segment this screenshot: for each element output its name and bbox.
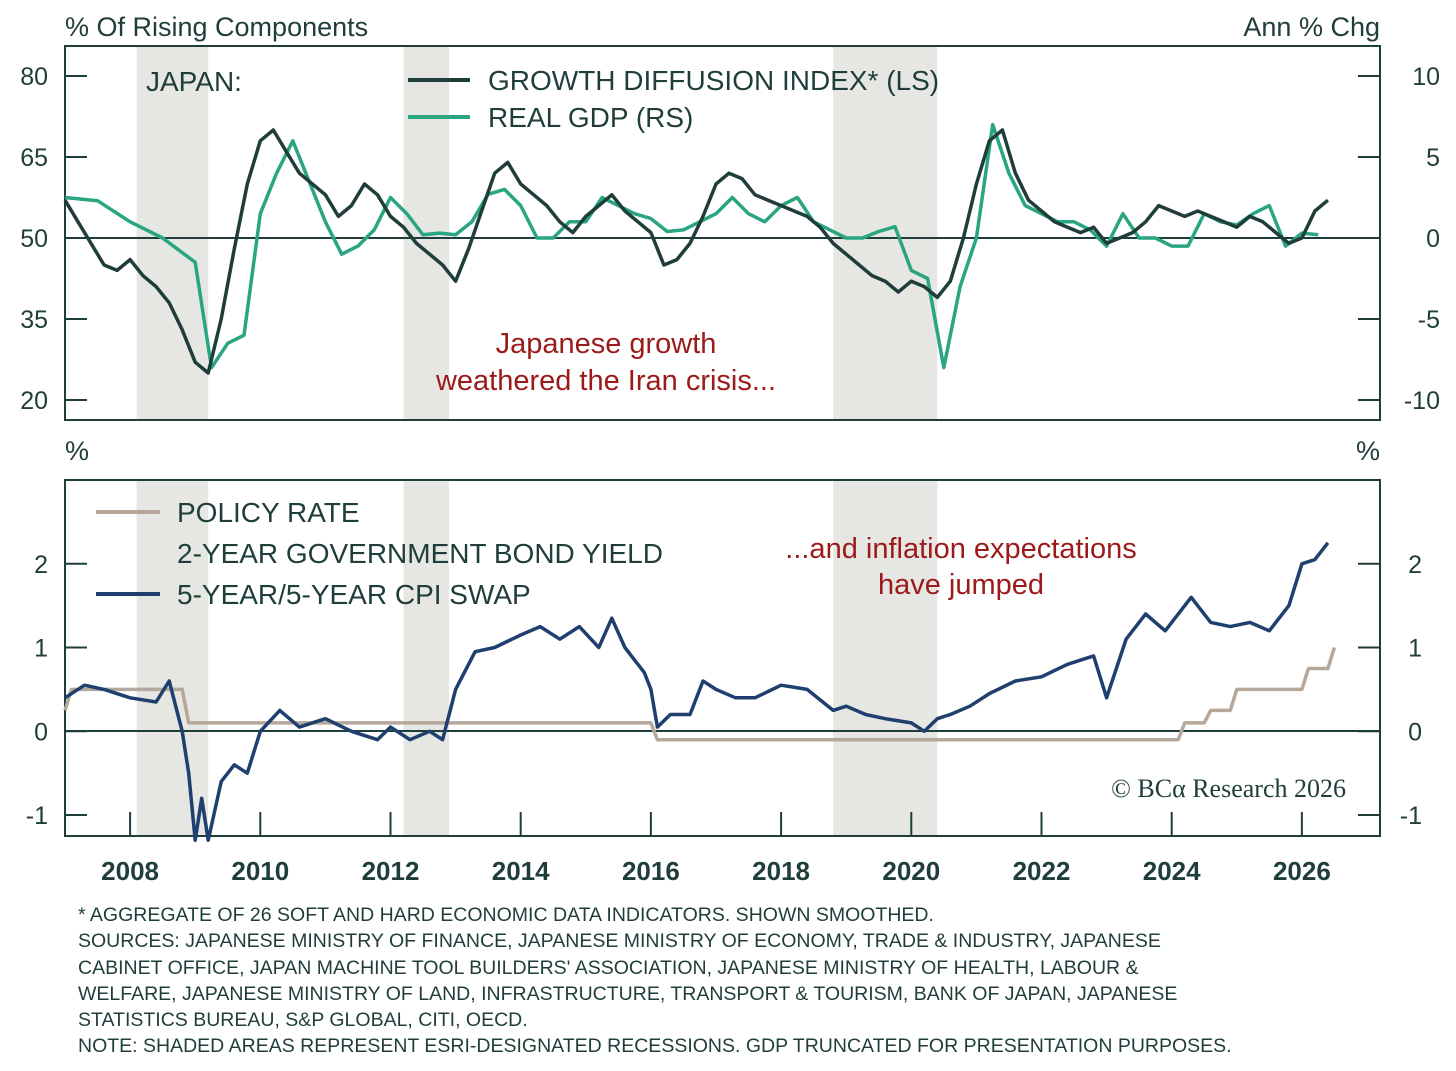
x-tick-label: 2016 bbox=[622, 856, 680, 886]
y-tick-label-right: -10 bbox=[1404, 387, 1440, 415]
recession-shade bbox=[403, 480, 450, 836]
y-tick-label-left: 35 bbox=[20, 306, 48, 334]
left-axis-label-top: % Of Rising Components bbox=[65, 12, 368, 42]
x-tick-label: 2022 bbox=[1013, 856, 1071, 886]
y-tick-label-left: -1 bbox=[26, 802, 48, 830]
series-line-5y5y-cpi-swap bbox=[64, 541, 1330, 842]
legend-label-diffusion: GROWTH DIFFUSION INDEX* (LS) bbox=[488, 65, 939, 96]
footnote-sources-1: SOURCES: JAPANESE MINISTRY OF FINANCE, J… bbox=[78, 930, 1161, 953]
footnote-note: NOTE: SHADED AREAS REPRESENT ESRI-DESIGN… bbox=[78, 1035, 1232, 1058]
legend-label-gdp: REAL GDP (RS) bbox=[488, 102, 693, 133]
left-axis-label-bottom: % bbox=[65, 436, 89, 466]
y-tick-label-left: 1 bbox=[34, 635, 48, 663]
x-tick-label: 2018 bbox=[752, 856, 810, 886]
x-tick-label: 2012 bbox=[362, 856, 420, 886]
annotation-top-line1: Japanese growth bbox=[496, 328, 717, 360]
y-tick-label-left: 2 bbox=[34, 551, 48, 579]
x-axis-ticks: 2008 2010 2012 2014 2016 2018 2020 2022 2024 2026 bbox=[101, 812, 1331, 886]
bottom-axis-ticks: 2 2 1 1 0 0 -1 -1 bbox=[26, 551, 1422, 830]
y-tick-label-right: 0 bbox=[1408, 718, 1422, 746]
y-tick-label-right: 1 bbox=[1408, 635, 1422, 663]
legend-label-jgb: 2-YEAR GOVERNMENT BOND YIELD bbox=[177, 538, 663, 569]
recession-shade bbox=[136, 46, 209, 420]
legend-label-policy: POLICY RATE bbox=[177, 497, 360, 528]
footnote-sources-2: CABINET OFFICE, JAPAN MACHINE TOOL BUILD… bbox=[78, 956, 1139, 979]
y-tick-label-right: 10 bbox=[1412, 63, 1440, 91]
series-line-policy-rate bbox=[63, 646, 1337, 742]
bottom-panel: 2 2 1 1 0 0 -1 -1 % % POLICY RATE 2-YEAR GOVERN… bbox=[26, 436, 1422, 886]
y-tick-label-right: 0 bbox=[1426, 225, 1440, 253]
y-tick-label-right: -1 bbox=[1400, 802, 1422, 830]
right-axis-label-bottom: % bbox=[1356, 436, 1380, 466]
legend-label-swap: 5-YEAR/5-YEAR CPI SWAP bbox=[177, 579, 531, 610]
bottom-plot-frame bbox=[64, 479, 1381, 837]
annotation-bottom-line2: have jumped bbox=[878, 569, 1044, 601]
footnotes: * AGGREGATE OF 26 SOFT AND HARD ECONOMIC… bbox=[78, 902, 1378, 1060]
right-axis-label-top: Ann % Chg bbox=[1243, 12, 1380, 42]
recession-shade bbox=[833, 46, 938, 420]
x-tick-label: 2008 bbox=[101, 856, 159, 886]
annotation-top-line2: weathered the Iran crisis... bbox=[435, 365, 776, 397]
y-tick-label-left: 65 bbox=[20, 144, 48, 172]
series-line-growth-diffusion bbox=[63, 128, 1330, 375]
x-tick-label: 2020 bbox=[882, 856, 940, 886]
top-plot-frame bbox=[64, 45, 1381, 421]
x-tick-label: 2024 bbox=[1143, 856, 1201, 886]
x-tick-label: 2010 bbox=[231, 856, 289, 886]
recession-shades-bottom bbox=[136, 480, 938, 836]
y-tick-label-left: 50 bbox=[20, 225, 48, 253]
y-tick-label-right: -5 bbox=[1418, 306, 1440, 334]
chart-title: JAPAN: bbox=[146, 66, 242, 97]
y-tick-label-left: 0 bbox=[34, 718, 48, 746]
y-tick-label-right: 2 bbox=[1408, 551, 1422, 579]
recession-shade bbox=[136, 480, 209, 836]
copyright: © BCα Research 2026 bbox=[1111, 774, 1346, 803]
footnote-sources-3: WELFARE, JAPANESE MINISTRY OF LAND, INFR… bbox=[78, 982, 1178, 1005]
x-tick-label: 2026 bbox=[1273, 856, 1331, 886]
footnote-asterisk: * AGGREGATE OF 26 SOFT AND HARD ECONOMIC… bbox=[78, 904, 934, 926]
y-tick-label-left: 80 bbox=[20, 63, 48, 91]
annotation-bottom-line1: ...and inflation expectations bbox=[785, 533, 1136, 565]
y-tick-label-left: 20 bbox=[20, 387, 48, 415]
series-line-real-gdp bbox=[64, 122, 1319, 370]
y-tick-label-right: 5 bbox=[1426, 144, 1440, 172]
x-tick-label: 2014 bbox=[492, 856, 550, 886]
footnote-sources-4: STATISTICS BUREAU, S&P GLOBAL, CITI, OEC… bbox=[78, 1009, 528, 1032]
recession-shade bbox=[833, 480, 938, 836]
